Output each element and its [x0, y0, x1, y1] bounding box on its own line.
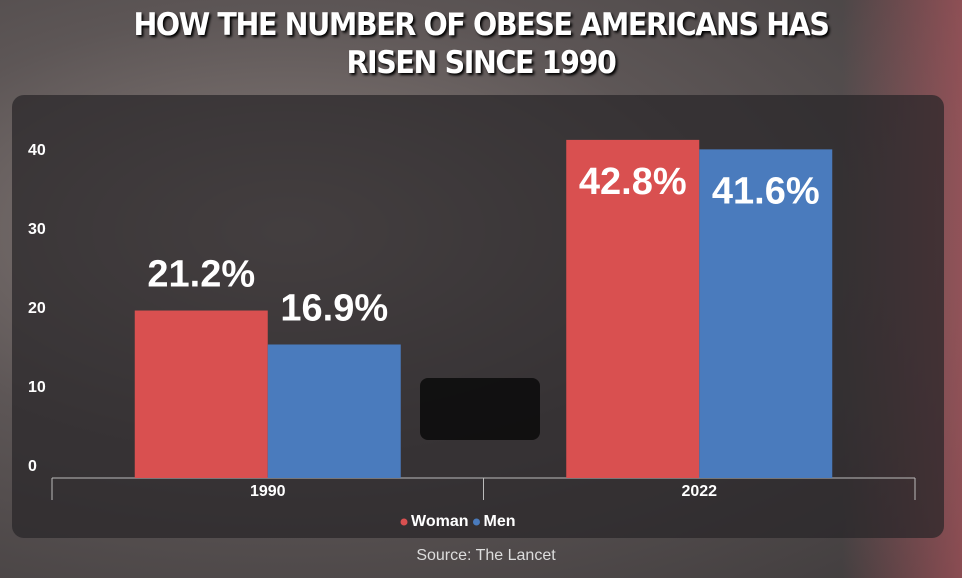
x-tick-label: 1990: [250, 483, 286, 500]
y-tick-label: 0: [28, 458, 37, 475]
y-tick-label: 30: [28, 221, 46, 238]
bar: [699, 149, 833, 479]
chart-title: HOW THE NUMBER OF OBESE AMERICANS HAS RI…: [133, 7, 829, 81]
legend-label: Men: [483, 513, 515, 530]
y-tick-label: 10: [28, 379, 46, 396]
background-object: [420, 378, 540, 440]
y-tick-label: 20: [28, 300, 46, 317]
legend-marker: [472, 518, 480, 526]
source: Source: The Lancet: [416, 547, 556, 564]
y-tick-label: 40: [28, 142, 46, 159]
value-label: 21.2%: [147, 254, 255, 296]
bar: [566, 139, 700, 478]
legend-label: Woman: [411, 513, 468, 530]
value-label: 41.6%: [712, 170, 820, 212]
x-tick-label: 2022: [681, 483, 717, 500]
value-label: 16.9%: [280, 288, 388, 330]
bar: [267, 344, 401, 478]
legend-marker: [400, 518, 408, 526]
bar: [134, 310, 268, 478]
value-label: 42.8%: [579, 161, 687, 203]
